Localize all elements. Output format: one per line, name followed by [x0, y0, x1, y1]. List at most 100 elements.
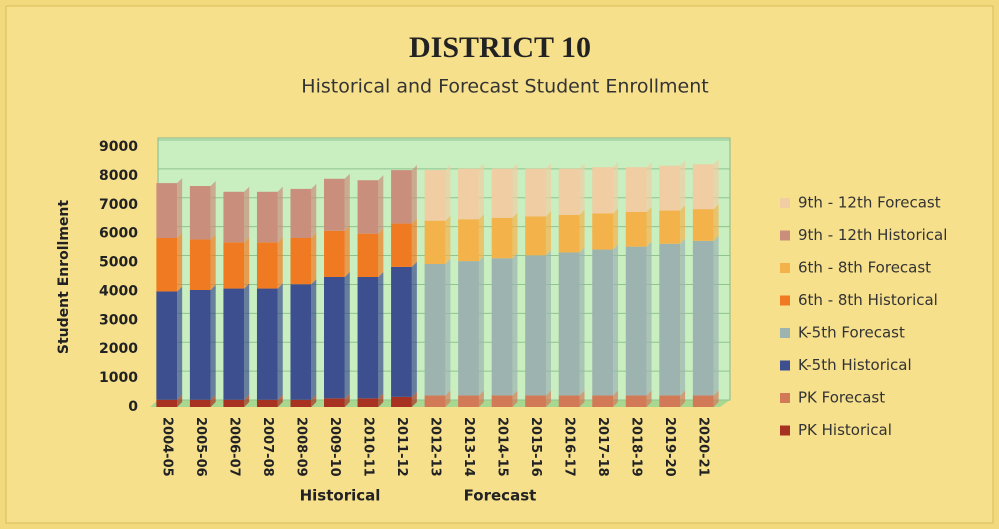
x-tick-label: 2018-19 [629, 417, 644, 477]
bar-side [311, 394, 317, 407]
bar-side [512, 163, 518, 218]
bar-segment [491, 258, 513, 396]
x-tick-label: 2009-10 [327, 417, 342, 477]
legend-swatch [780, 295, 790, 306]
legend-label: PK Historical [798, 421, 892, 439]
bar-segment [525, 168, 546, 217]
bar-segment [458, 168, 479, 220]
bar-side [646, 207, 652, 247]
bar-side [713, 204, 719, 241]
bar-segment [592, 249, 614, 396]
legend-swatch [780, 360, 790, 371]
bar-side [545, 390, 551, 407]
bar-side [646, 162, 652, 212]
bar-segment [156, 399, 178, 407]
bar-side [478, 256, 484, 396]
bar-segment [256, 191, 278, 243]
bar-segment [692, 164, 714, 210]
bar-side [680, 390, 686, 407]
legend-label: K-5th Forecast [798, 324, 905, 342]
bar-side [177, 394, 183, 407]
y-tick-label: 9000 [99, 139, 138, 155]
bar-segment [625, 212, 647, 247]
bar-segment [223, 288, 245, 400]
bar-segment [391, 170, 412, 224]
bar-segment [558, 168, 580, 215]
bar-side [344, 225, 350, 277]
bar-side [445, 259, 451, 396]
legend-swatch [780, 393, 790, 403]
bar-segment [357, 180, 379, 234]
bar-side [411, 165, 417, 224]
legend-swatch [780, 328, 790, 338]
bar-segment [424, 395, 446, 407]
bar-side [713, 159, 719, 210]
chart-title: DISTRICT 10 [409, 31, 591, 64]
bar-side [680, 160, 686, 211]
bar-side [713, 390, 719, 407]
bar-segment [592, 213, 614, 250]
bar-segment [458, 219, 479, 262]
bar-segment [189, 239, 211, 290]
bar-segment [625, 395, 647, 407]
x-tick-label: 2019-20 [662, 417, 677, 477]
bar-side [277, 237, 283, 289]
bar-segment [324, 277, 345, 399]
bar-side [646, 241, 652, 396]
legend-label: 9th - 12th Historical [798, 226, 947, 244]
bar-segment [256, 399, 278, 407]
x-tick-label: 2020-21 [696, 417, 711, 477]
bar-segment [692, 240, 714, 396]
bar-segment [659, 395, 681, 407]
x-tick-label: 2012-13 [428, 417, 443, 477]
bar-side [177, 178, 183, 238]
bar-side [344, 393, 350, 407]
bar-side [244, 237, 250, 289]
bar-segment [189, 186, 211, 240]
bar-side [411, 261, 417, 397]
bar-side [713, 235, 719, 396]
bar-side [512, 253, 518, 396]
bar-side [277, 186, 283, 243]
bar-side [244, 394, 250, 407]
legend-swatch [780, 198, 790, 208]
bar-side [545, 163, 551, 217]
bar-segment [491, 395, 513, 407]
bar-side [378, 228, 384, 277]
bar-side [344, 173, 350, 231]
bar-segment [659, 210, 681, 244]
bar-segment [424, 220, 446, 264]
y-tick-label: 1000 [99, 370, 138, 386]
bar-segment [692, 395, 714, 407]
x-tick-label: 2004-05 [159, 417, 174, 477]
x-tick-label: 2005-06 [193, 417, 208, 477]
bar-side [646, 390, 652, 407]
bar-segment [223, 191, 245, 243]
bar-segment [558, 395, 580, 407]
y-tick-label: 5000 [99, 255, 138, 271]
bar-segment [223, 242, 245, 289]
bar-side [411, 218, 417, 267]
bar-segment [659, 165, 681, 211]
x-tick-label: 2013-14 [461, 417, 476, 477]
bar-side [613, 244, 619, 396]
annotation: Forecast [464, 487, 537, 505]
bar-segment [525, 395, 546, 407]
bar-side [210, 234, 216, 290]
bar-side [478, 163, 484, 220]
bar-segment [290, 188, 312, 238]
bar-segment [324, 398, 345, 407]
bar-segment [357, 398, 379, 407]
bar-side [244, 186, 250, 243]
bar-side [344, 272, 350, 399]
bar-side [478, 214, 484, 262]
bar-segment [625, 167, 647, 212]
x-tick-label: 2006-07 [226, 417, 241, 477]
bar-segment [391, 266, 412, 397]
bar-segment [156, 238, 178, 292]
bar-side [445, 390, 451, 407]
bar-segment [189, 290, 211, 400]
bar-side [613, 390, 619, 407]
bar-segment [290, 284, 312, 400]
x-tick-label: 2007-08 [260, 417, 275, 477]
